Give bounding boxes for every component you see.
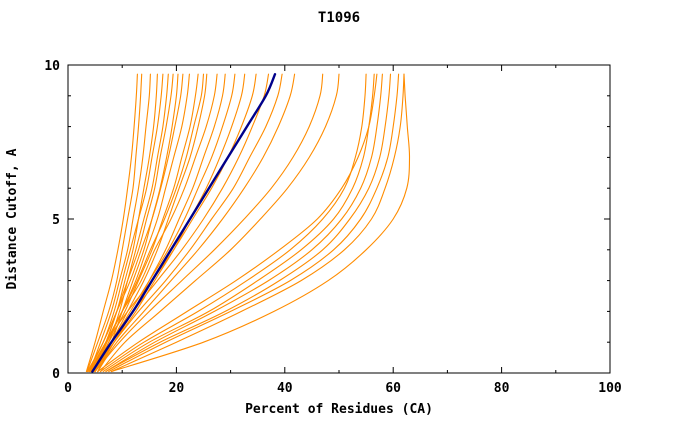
chart-title: T1096 <box>318 10 360 26</box>
prediction-curve <box>110 73 411 373</box>
x-tick-label: 40 <box>277 381 293 396</box>
y-tick-label: 10 <box>44 59 60 74</box>
prediction-curve <box>91 73 236 373</box>
prediction-curve <box>108 73 400 373</box>
prediction-curve <box>110 73 405 373</box>
prediction-curve <box>102 73 375 373</box>
plot-frame <box>67 64 611 374</box>
prediction-curve <box>105 73 392 373</box>
prediction-curve <box>85 73 138 373</box>
prediction-curve <box>90 73 205 373</box>
x-tick-label: 60 <box>385 381 401 396</box>
prediction-curve <box>99 73 367 373</box>
y-tick-label: 5 <box>52 213 60 228</box>
prediction-curve <box>90 73 174 373</box>
prediction-curve <box>105 73 383 373</box>
prediction-curve <box>89 73 257 373</box>
x-tick-label: 80 <box>494 381 510 396</box>
prediction-curve <box>97 73 378 373</box>
reference-curve <box>91 73 277 373</box>
prediction-curve <box>89 73 151 373</box>
prediction-curve <box>97 73 296 373</box>
y-axis-label: Distance Cutoff, A <box>5 148 20 289</box>
prediction-curve <box>86 73 143 373</box>
prediction-curve <box>86 73 184 373</box>
prediction-curve <box>99 73 340 373</box>
x-axis-label: Percent of Residues (CA) <box>245 402 433 417</box>
plot-area: 0 20 40 60 80 100 0 5 10 <box>44 59 622 396</box>
prediction-curve <box>88 73 164 373</box>
x-tick-label: 100 <box>598 381 622 396</box>
y-tick-label: 0 <box>52 367 60 382</box>
prediction-curve <box>94 73 208 373</box>
x-tick-label: 20 <box>169 381 185 396</box>
prediction-curve <box>94 73 324 373</box>
x-tick-label: 0 <box>64 381 72 396</box>
prediction-curve <box>91 73 283 373</box>
